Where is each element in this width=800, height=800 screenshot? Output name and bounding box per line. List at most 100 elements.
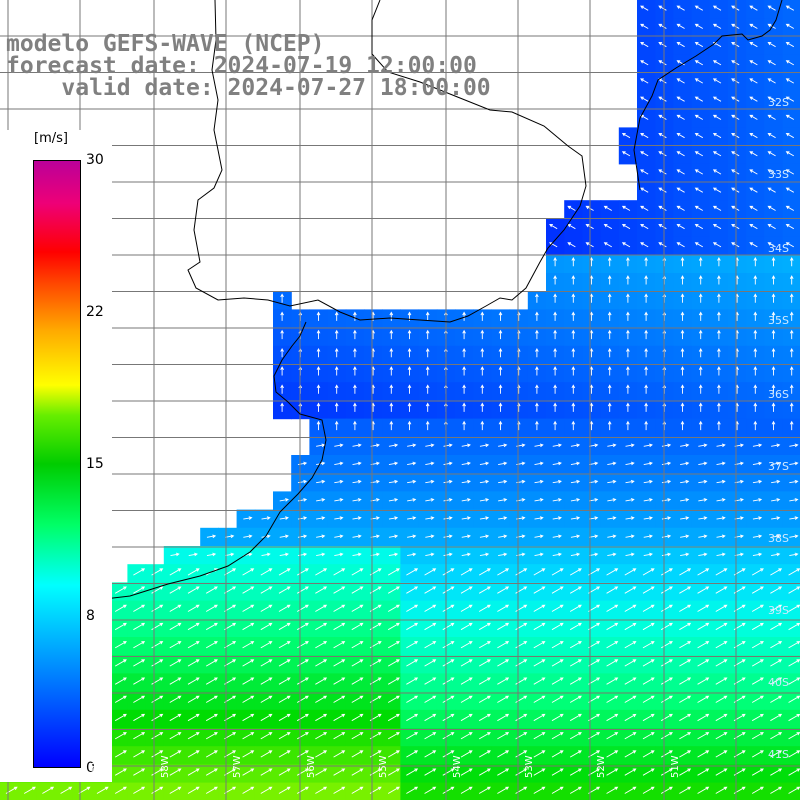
wind-arrow bbox=[676, 224, 685, 230]
wind-arrow bbox=[640, 60, 649, 66]
wind-arrow bbox=[717, 347, 721, 358]
wind-arrow bbox=[242, 768, 255, 776]
wind-arrow bbox=[789, 366, 794, 376]
wind-arrow bbox=[133, 641, 146, 649]
wind-arrow bbox=[242, 750, 255, 758]
colorbar-tick-15: 15 bbox=[86, 456, 104, 472]
wind-arrow bbox=[425, 443, 435, 448]
wind-arrow bbox=[771, 420, 776, 431]
wind-arrow bbox=[625, 498, 635, 502]
wind-arrow bbox=[749, 60, 758, 66]
wind-arrow bbox=[785, 151, 795, 157]
lat-label: 37S bbox=[768, 460, 789, 473]
wind-arrow bbox=[717, 311, 721, 321]
wind-arrow bbox=[334, 552, 344, 557]
wind-arrow bbox=[479, 443, 490, 448]
wind-arrow bbox=[315, 713, 328, 722]
wind-arrow bbox=[551, 622, 564, 631]
wind-arrow bbox=[333, 786, 346, 794]
wind-arrow bbox=[406, 659, 419, 667]
wind-arrow bbox=[187, 732, 200, 740]
wind-arrow bbox=[660, 604, 673, 612]
wind-arrow bbox=[280, 347, 284, 358]
wind-arrow bbox=[679, 568, 692, 576]
wind-arrow bbox=[676, 169, 685, 175]
wind-arrow bbox=[425, 479, 435, 484]
wind-arrow bbox=[753, 384, 758, 394]
wind-arrow bbox=[316, 347, 321, 358]
wind-arrow bbox=[497, 768, 510, 776]
wind-arrow bbox=[694, 114, 704, 120]
wind-arrow bbox=[644, 256, 648, 267]
wind-arrow bbox=[715, 568, 728, 576]
wind-arrow bbox=[388, 516, 399, 520]
wind-arrow bbox=[570, 534, 581, 539]
wind-arrow bbox=[206, 552, 217, 557]
wind-arrow bbox=[535, 366, 539, 376]
wind-arrow bbox=[660, 732, 673, 740]
wind-arrow bbox=[333, 732, 346, 740]
wind-arrow bbox=[789, 347, 794, 358]
wind-arrow bbox=[205, 732, 218, 740]
wind-arrow bbox=[789, 384, 794, 394]
wind-arrow bbox=[296, 695, 309, 703]
wind-arrow bbox=[698, 329, 703, 340]
wind-arrow bbox=[462, 366, 466, 376]
wind-arrow bbox=[478, 677, 491, 685]
wind-arrow bbox=[624, 677, 637, 685]
wind-arrow bbox=[169, 586, 182, 594]
wind-arrow bbox=[205, 695, 218, 703]
wind-arrow bbox=[625, 479, 635, 484]
wind-arrow bbox=[261, 552, 271, 557]
wind-arrow bbox=[643, 443, 653, 448]
wind-arrow bbox=[715, 677, 728, 685]
wind-arrow bbox=[749, 151, 758, 157]
wind-arrow bbox=[789, 420, 794, 431]
wind-arrow bbox=[697, 713, 710, 722]
wind-arrow bbox=[624, 786, 637, 794]
wind-arrow bbox=[498, 402, 503, 412]
wind-arrow bbox=[785, 60, 795, 66]
wind-arrow bbox=[679, 641, 692, 649]
wind-arrow bbox=[389, 347, 394, 358]
wind-arrow bbox=[697, 750, 710, 758]
wind-arrow bbox=[717, 256, 721, 267]
wind-arrow bbox=[478, 659, 491, 667]
wind-arrow bbox=[569, 786, 582, 794]
wind-arrow bbox=[114, 586, 127, 594]
wind-arrow bbox=[535, 293, 539, 303]
wind-arrow bbox=[242, 695, 255, 703]
wind-arrow bbox=[460, 568, 473, 576]
wind-arrow bbox=[717, 420, 721, 431]
wind-arrow bbox=[658, 23, 667, 29]
wind-arrow bbox=[676, 187, 685, 193]
wind-arrow bbox=[316, 384, 321, 394]
wind-arrow bbox=[353, 366, 357, 376]
wind-arrow bbox=[624, 604, 637, 612]
wind-arrow bbox=[571, 311, 576, 321]
wind-arrow bbox=[424, 586, 437, 594]
wind-cell bbox=[782, 200, 800, 219]
wind-arrow bbox=[478, 713, 491, 722]
wind-arrow bbox=[658, 242, 667, 248]
wind-arrow bbox=[478, 568, 491, 576]
wind-arrow bbox=[443, 443, 453, 448]
wind-arrow bbox=[315, 659, 328, 667]
wind-arrow bbox=[535, 311, 539, 321]
wind-arrow bbox=[280, 293, 284, 303]
wind-arrow bbox=[658, 187, 667, 193]
wind-arrow bbox=[114, 713, 127, 722]
wind-arrow bbox=[279, 534, 289, 539]
wind-arrow bbox=[607, 329, 612, 340]
wind-arrow bbox=[676, 23, 685, 29]
wind-arrow bbox=[753, 256, 758, 267]
forecast-date: forecast date: 2024-07-19 12:00:00 bbox=[6, 53, 477, 79]
wind-arrow bbox=[442, 713, 455, 722]
wind-arrow bbox=[133, 622, 146, 631]
wind-arrow bbox=[680, 516, 690, 520]
wind-arrow bbox=[679, 750, 692, 758]
wind-arrow bbox=[640, 242, 649, 248]
wind-arrow bbox=[570, 461, 581, 466]
wind-arrow bbox=[607, 552, 617, 557]
wind-arrow bbox=[478, 695, 491, 703]
